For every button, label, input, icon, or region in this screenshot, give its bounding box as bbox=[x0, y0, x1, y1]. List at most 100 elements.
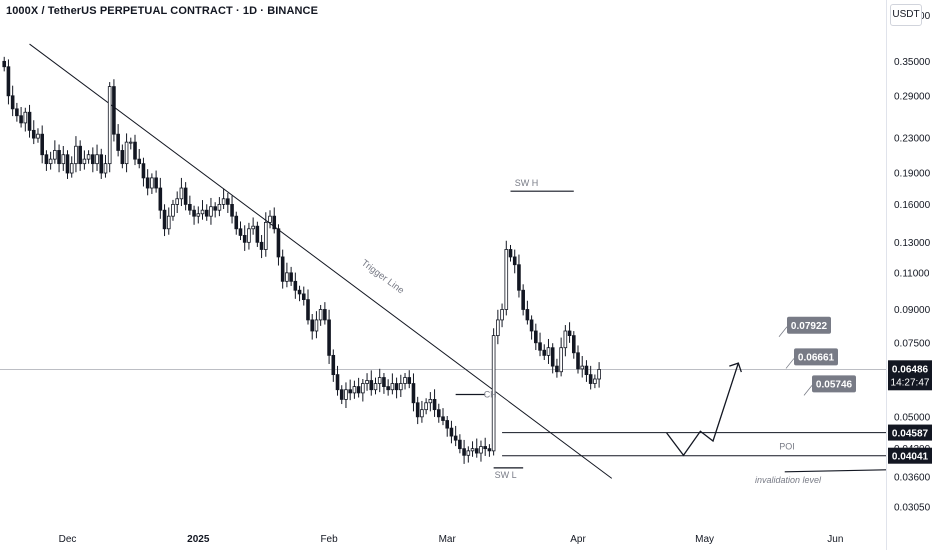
candle-body bbox=[432, 399, 437, 411]
candle bbox=[141, 157, 146, 187]
candle-body bbox=[86, 154, 91, 160]
candle-body bbox=[150, 177, 154, 189]
candle bbox=[571, 331, 576, 359]
candle-body bbox=[525, 309, 530, 321]
candle-body bbox=[576, 352, 580, 370]
candle bbox=[158, 177, 163, 219]
candle bbox=[390, 373, 395, 395]
candle bbox=[209, 197, 213, 225]
price-axis-separator bbox=[886, 0, 887, 550]
candle-body bbox=[453, 435, 458, 441]
candle bbox=[234, 211, 239, 235]
candle bbox=[407, 370, 412, 389]
candle-body bbox=[331, 354, 336, 376]
candle bbox=[10, 85, 15, 117]
candle bbox=[61, 146, 66, 171]
candle-body bbox=[40, 133, 44, 156]
candle bbox=[394, 377, 399, 399]
candle bbox=[171, 199, 175, 221]
candle bbox=[318, 304, 323, 326]
callout-leader bbox=[778, 326, 788, 338]
trigger-line-label: Trigger Line bbox=[359, 258, 406, 297]
candle bbox=[272, 207, 277, 234]
candle-body bbox=[78, 145, 82, 165]
candle bbox=[251, 217, 255, 235]
currency-button[interactable]: USDT bbox=[890, 4, 922, 26]
candle bbox=[555, 358, 559, 378]
candle-body bbox=[301, 293, 306, 301]
candle-body bbox=[306, 299, 310, 321]
candle-body bbox=[188, 203, 192, 211]
callout-text: 0.05746 bbox=[816, 379, 853, 390]
candle bbox=[521, 284, 525, 316]
candle-body bbox=[213, 206, 217, 211]
candle bbox=[348, 379, 352, 401]
candle bbox=[86, 150, 91, 164]
candle-body bbox=[171, 203, 175, 217]
candle bbox=[550, 343, 555, 374]
candle-body bbox=[555, 365, 559, 373]
candle bbox=[496, 309, 500, 345]
candle bbox=[365, 373, 369, 391]
candle-body bbox=[441, 416, 445, 421]
sw-l-label: SW L bbox=[495, 470, 517, 480]
candle bbox=[580, 355, 585, 378]
candle-body bbox=[436, 409, 441, 418]
candle-body bbox=[297, 289, 302, 295]
callout-leader bbox=[785, 358, 795, 369]
candle bbox=[466, 446, 471, 463]
candle bbox=[15, 102, 19, 122]
candle-body bbox=[424, 402, 428, 411]
candle-body bbox=[6, 66, 11, 97]
candle-body bbox=[563, 330, 568, 349]
candle-body bbox=[373, 383, 378, 391]
price-callout: 0.05746 bbox=[803, 375, 856, 396]
candle-body bbox=[61, 154, 66, 165]
candle-body bbox=[247, 228, 251, 243]
candle bbox=[567, 322, 572, 343]
candle-body bbox=[259, 241, 264, 250]
candle bbox=[361, 379, 365, 402]
callout-text: 0.07922 bbox=[791, 321, 828, 332]
candle bbox=[204, 204, 209, 221]
candle bbox=[588, 365, 593, 390]
candle-body bbox=[293, 280, 298, 291]
candle-body bbox=[112, 86, 116, 135]
candle bbox=[53, 140, 57, 164]
candle bbox=[534, 323, 538, 351]
candle bbox=[166, 207, 171, 235]
y-tick-label: 0.23000 bbox=[894, 134, 931, 145]
y-tick-label: 0.19000 bbox=[894, 169, 931, 180]
callout-box bbox=[794, 348, 838, 366]
candle-body bbox=[48, 158, 53, 165]
candle bbox=[175, 191, 180, 213]
candle-body bbox=[204, 209, 209, 217]
candle-body bbox=[238, 228, 243, 236]
candle-body bbox=[166, 215, 171, 230]
candle-body bbox=[107, 86, 112, 165]
candle bbox=[331, 349, 336, 382]
candle-body bbox=[491, 335, 496, 452]
candle-body bbox=[179, 187, 184, 200]
candle bbox=[306, 289, 310, 325]
candle bbox=[538, 332, 542, 357]
candle-body bbox=[508, 249, 513, 258]
candle bbox=[226, 192, 230, 213]
candle-body bbox=[365, 380, 369, 384]
candle bbox=[276, 224, 281, 266]
candle-body bbox=[196, 213, 201, 217]
candle bbox=[133, 134, 137, 166]
candle bbox=[500, 303, 504, 328]
y-tick-label: 0.29000 bbox=[894, 91, 931, 102]
projection-arrow-head bbox=[729, 362, 742, 373]
candle-body bbox=[175, 198, 180, 205]
candle bbox=[103, 154, 108, 178]
candle bbox=[74, 136, 78, 173]
candle bbox=[310, 313, 315, 340]
candle bbox=[213, 202, 217, 218]
candle bbox=[120, 144, 125, 169]
candle-body bbox=[458, 439, 462, 450]
candle bbox=[263, 212, 268, 257]
